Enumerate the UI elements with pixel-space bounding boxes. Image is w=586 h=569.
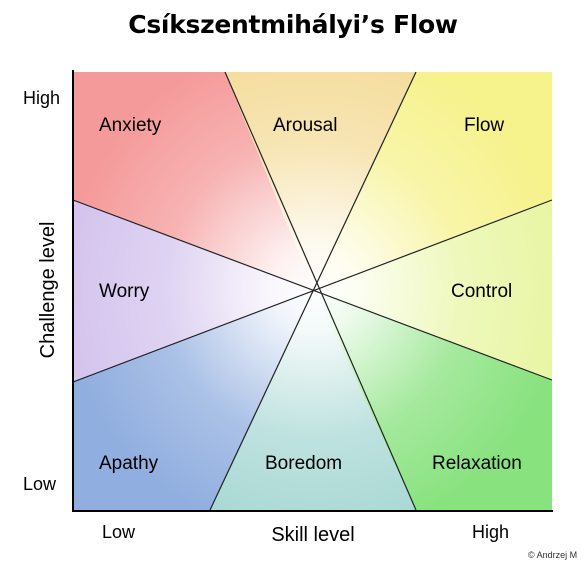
label-arousal: Arousal: [273, 115, 337, 136]
label-apathy: Apathy: [99, 453, 159, 474]
x-axis-high-label: High: [472, 522, 509, 542]
x-axis-low-label: Low: [102, 522, 136, 542]
x-axis-title: Skill level: [271, 524, 354, 546]
y-axis-title: Challenge level: [37, 222, 59, 359]
label-boredom: Boredom: [265, 453, 342, 474]
credit-text: © Andrzej M: [528, 550, 578, 560]
label-worry: Worry: [99, 281, 150, 302]
y-axis-low-label: Low: [23, 474, 57, 494]
label-relaxation: Relaxation: [432, 453, 522, 474]
label-anxiety: Anxiety: [99, 115, 162, 136]
divider-lines: [72, 71, 553, 511]
y-axis-high-label: High: [23, 88, 60, 108]
diagram-title: Csíkszentmihályi’s Flow: [128, 10, 458, 39]
label-control: Control: [451, 281, 512, 302]
label-flow: Flow: [464, 115, 504, 136]
